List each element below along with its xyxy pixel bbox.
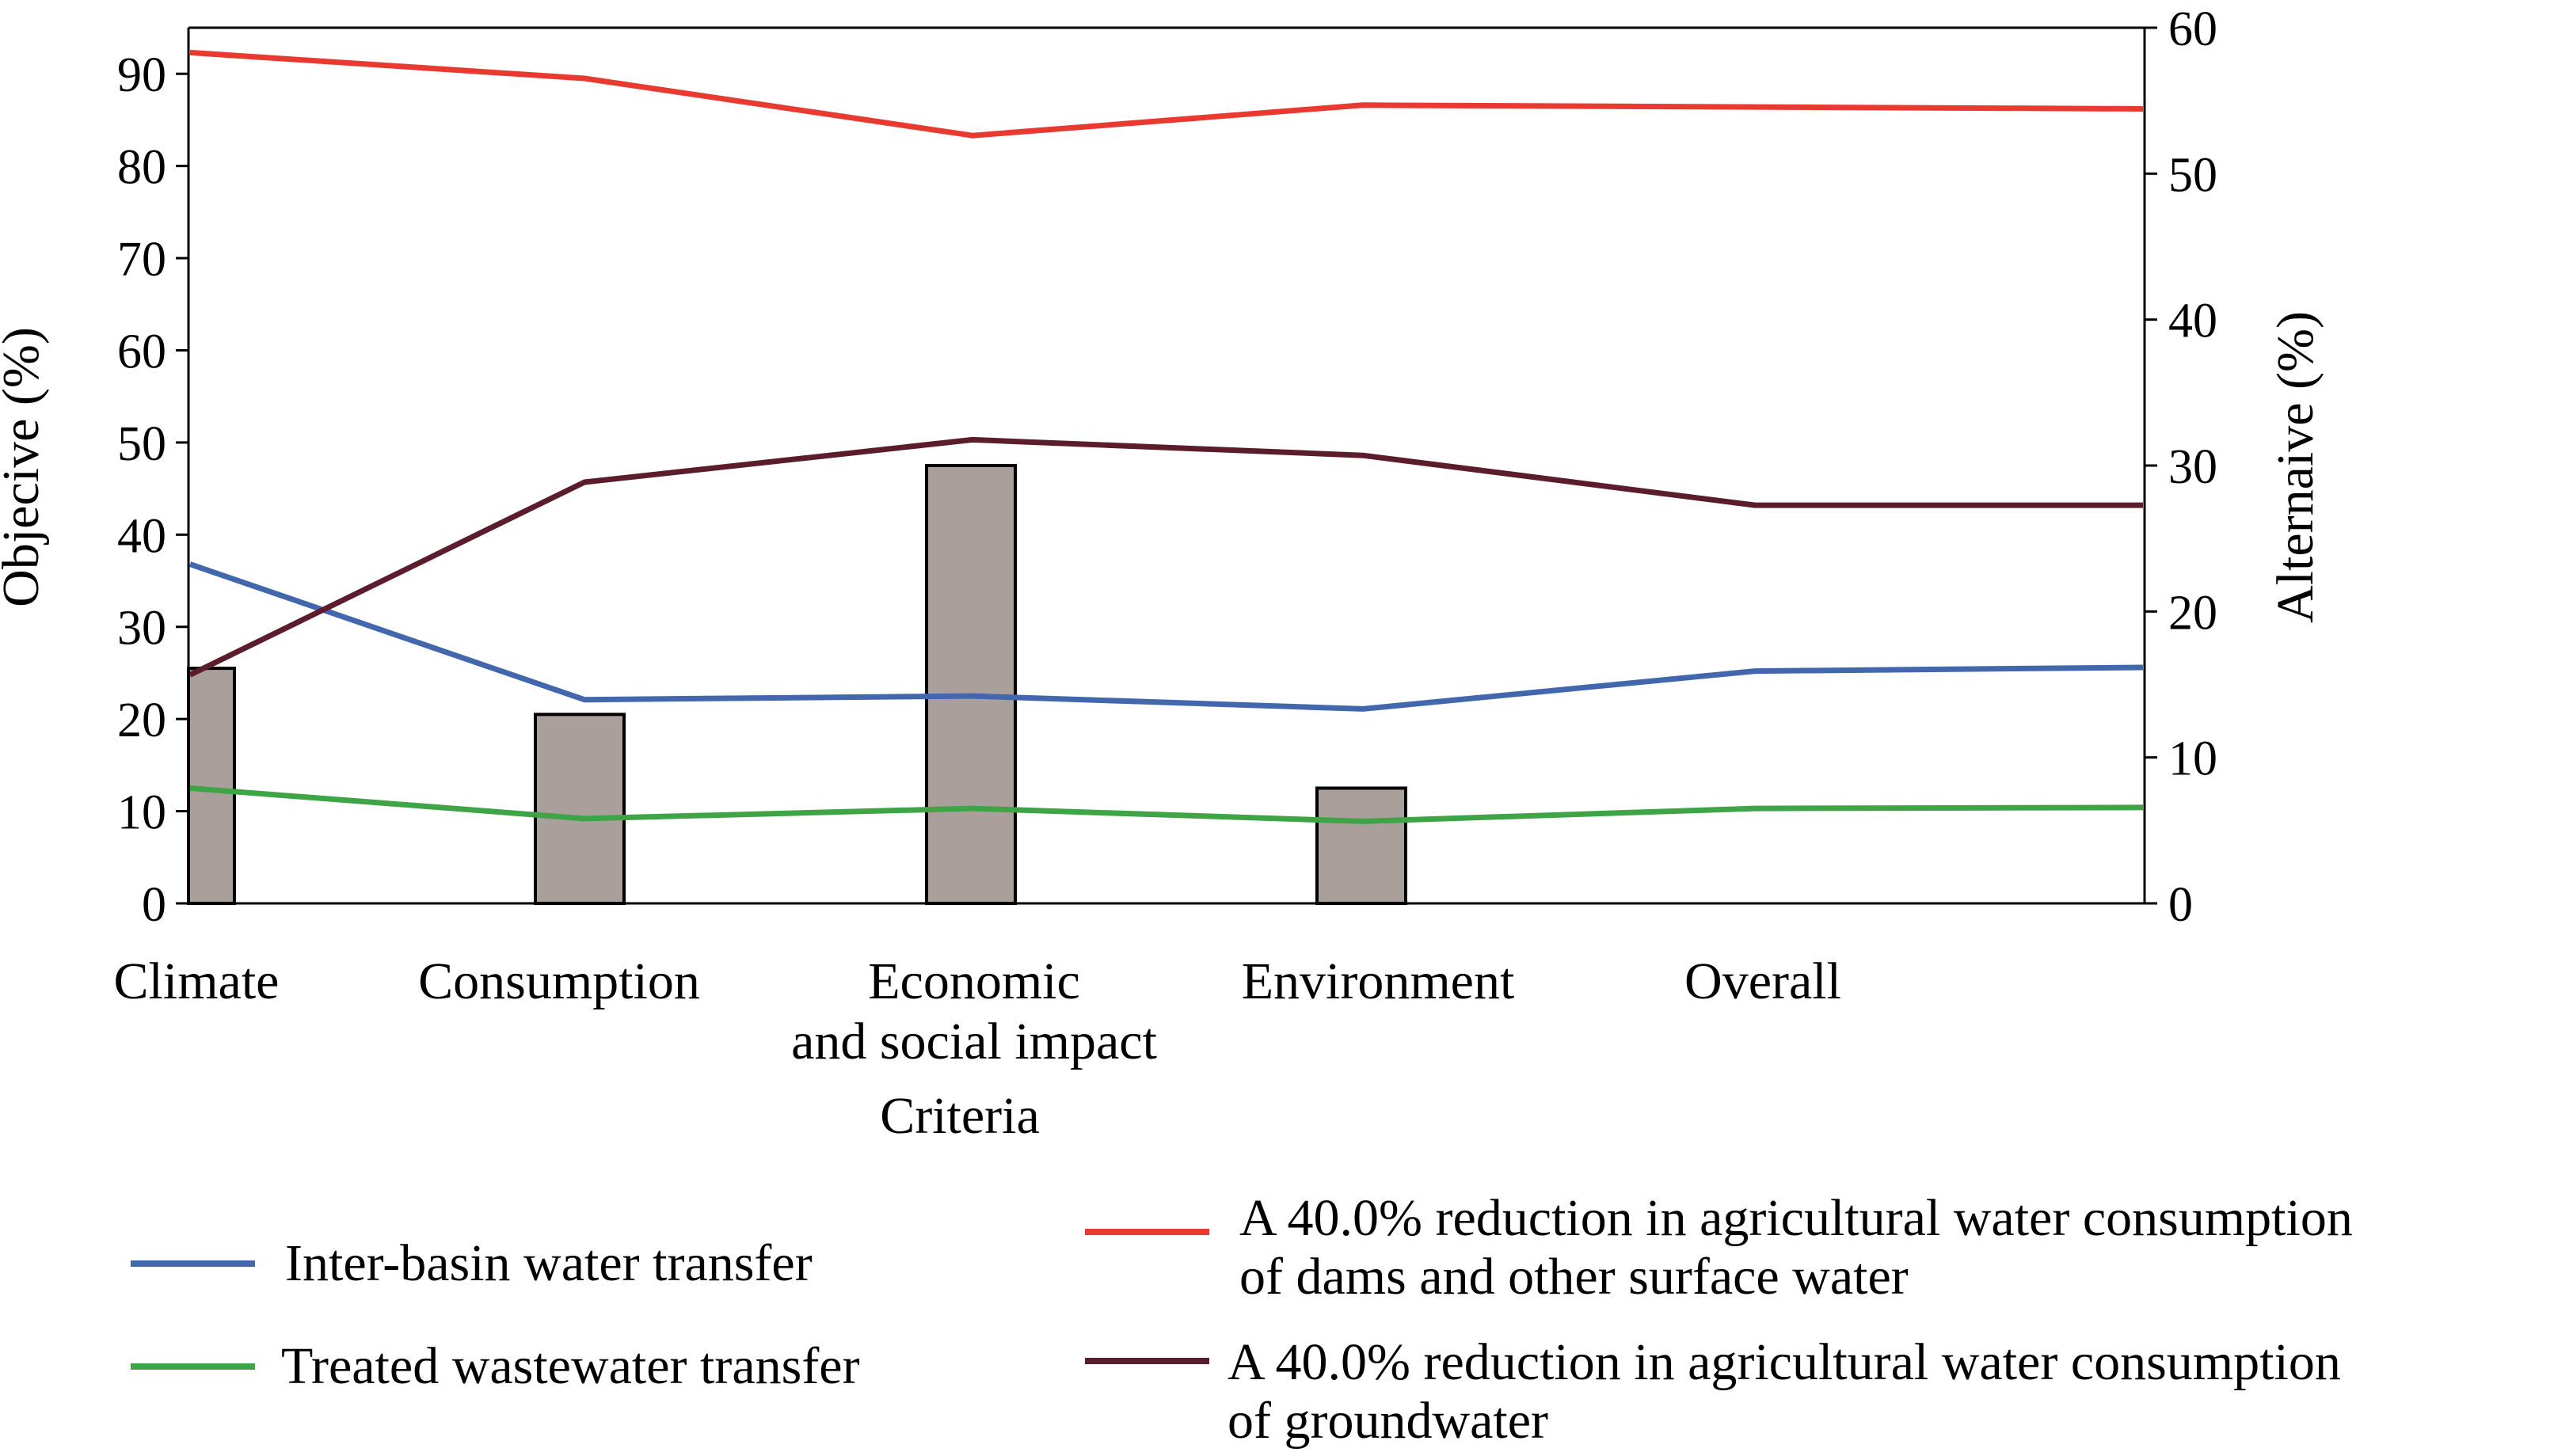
category-label-line: Economic bbox=[868, 952, 1080, 1010]
legend-label-line: Treated wastewater transfer bbox=[281, 1337, 860, 1395]
y-left-tick-label: 50 bbox=[117, 417, 166, 471]
category-label-line: Consumption bbox=[418, 952, 700, 1010]
x-axis-title: Criteria bbox=[880, 1087, 1040, 1145]
lines-layer bbox=[188, 49, 2144, 824]
category-label-line: Climate bbox=[114, 952, 280, 1010]
category-label-line: and social impact bbox=[791, 1013, 1157, 1070]
legend: Inter-basin water transfer Treated wastew… bbox=[131, 1189, 2353, 1450]
legend-label-line: of groundwater bbox=[1228, 1392, 1548, 1450]
y-left-tick-label: 60 bbox=[117, 325, 166, 378]
y-right-tick-label: 10 bbox=[2168, 732, 2217, 786]
category-label-line: Overall bbox=[1684, 952, 1841, 1010]
bar bbox=[534, 713, 626, 906]
y-axis-right-title: Alternaive (%) bbox=[2267, 311, 2324, 623]
legend-label-line: A 40.0% reduction in agricultural water … bbox=[1228, 1333, 2341, 1391]
category-label: Climate bbox=[114, 952, 280, 1010]
series-line bbox=[189, 785, 2144, 824]
y-axis-left-title: Objecive (%) bbox=[0, 327, 50, 607]
y-right-tick-label: 40 bbox=[2168, 295, 2217, 348]
bar bbox=[925, 464, 1017, 905]
category-label: Economic and social impact bbox=[791, 952, 1157, 1070]
legend-label: Inter-basin water transfer bbox=[285, 1234, 813, 1292]
bars-layer bbox=[187, 464, 1407, 906]
bar bbox=[1315, 786, 1407, 906]
legend-label-line: of dams and other surface water bbox=[1239, 1248, 1909, 1306]
category-label: Environment bbox=[1242, 952, 1515, 1010]
legend-label: Treated wastewater transfer bbox=[281, 1337, 860, 1395]
series-line bbox=[188, 436, 2143, 678]
y-right-tick-label: 60 bbox=[2168, 2, 2217, 56]
y-right-tick-label: 30 bbox=[2168, 440, 2217, 494]
y-left-tick-label: 10 bbox=[117, 786, 166, 840]
legend-label: A 40.0% reduction in agricultural water … bbox=[1239, 1189, 2353, 1306]
axes-layer bbox=[187, 26, 2146, 905]
y-left-tick-label: 40 bbox=[117, 509, 166, 563]
legend-label-line: Inter-basin water transfer bbox=[285, 1234, 813, 1292]
category-label-line: Environment bbox=[1242, 952, 1515, 1010]
y-left-tick-label: 80 bbox=[117, 141, 166, 195]
y-right-tick-label: 50 bbox=[2168, 148, 2217, 202]
y-left-tick-label: 30 bbox=[117, 602, 166, 656]
legend-label-line: A 40.0% reduction in agricultural water … bbox=[1239, 1189, 2353, 1247]
y-left-tick-label: 0 bbox=[142, 878, 166, 932]
series-line bbox=[188, 561, 2144, 712]
y-right-tick-label: 20 bbox=[2168, 586, 2217, 640]
legend-label: A 40.0% reduction in agricultural water … bbox=[1228, 1333, 2341, 1450]
y-left-tick-label: 70 bbox=[117, 233, 166, 287]
series-line bbox=[189, 49, 2144, 139]
y-left-tick-label: 20 bbox=[117, 694, 166, 747]
category-labels: Climate Consumption Economic and social imp… bbox=[114, 952, 1841, 1070]
category-label: Overall bbox=[1684, 952, 1841, 1010]
y-left-tick-label: 90 bbox=[117, 48, 166, 102]
category-label: Consumption bbox=[418, 952, 700, 1010]
ticks-layer: 0 10 20 30 40 50 60 70 80 90 0 10 20 30 40 50 60 bbox=[117, 2, 2217, 932]
y-right-tick-label: 0 bbox=[2168, 878, 2193, 932]
